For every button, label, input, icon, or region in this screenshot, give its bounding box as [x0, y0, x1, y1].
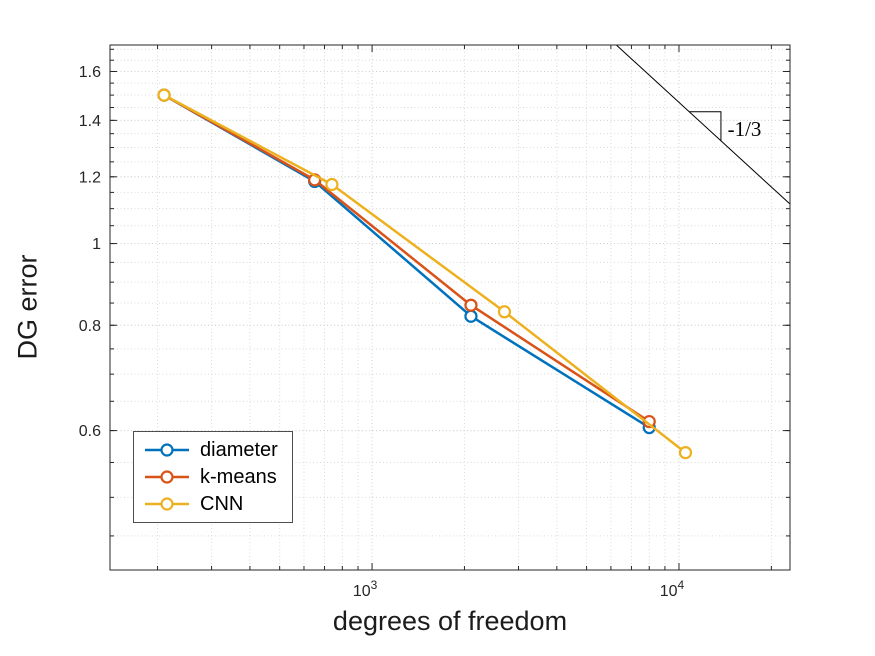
legend-item-CNN: CNN: [143, 493, 278, 515]
series-line-diameter: [162, 93, 651, 429]
slope-label: -1/3: [728, 117, 762, 141]
marker-CNN: [497, 305, 512, 319]
marker-CNN: [157, 88, 171, 102]
legend-label-CNN: CNN: [200, 493, 244, 515]
y-axis-label: DG error: [12, 254, 43, 360]
marker-diameter: [464, 309, 478, 323]
y-tick-label: 0.6: [79, 423, 101, 440]
y-tick-label: 1.2: [79, 169, 101, 186]
series-line-k-means: [162, 93, 651, 423]
legend-item-k-means: k-means: [143, 466, 278, 488]
legend-marker-CNN: [145, 497, 189, 511]
x-tick-label: 103: [353, 578, 378, 600]
y-tick-label: 1.6: [79, 64, 101, 81]
y-tick-label: 1: [92, 236, 101, 253]
marker-CNN: [678, 445, 693, 460]
x-axis-label: degrees of freedom: [332, 606, 568, 636]
legend-marker-diameter: [145, 443, 189, 457]
legend-label-k-means: k-means: [200, 466, 277, 488]
legend-item-diameter: diameter: [143, 439, 278, 461]
legend: diameter k-means CNN: [133, 431, 293, 523]
marker-k-means: [464, 298, 478, 312]
series-line-CNN: [162, 93, 687, 454]
marker-CNN: [325, 177, 339, 192]
slope-triangle: [689, 111, 722, 141]
axes-box: [109, 44, 791, 571]
slope-reference-line: [615, 44, 791, 205]
legend-label-diameter: diameter: [200, 439, 278, 461]
legend-marker-k-means: [145, 470, 189, 484]
x-tick-label: 104: [660, 578, 685, 600]
y-tick-label: 0.8: [79, 318, 101, 335]
y-tick-label: 1.4: [79, 113, 101, 130]
